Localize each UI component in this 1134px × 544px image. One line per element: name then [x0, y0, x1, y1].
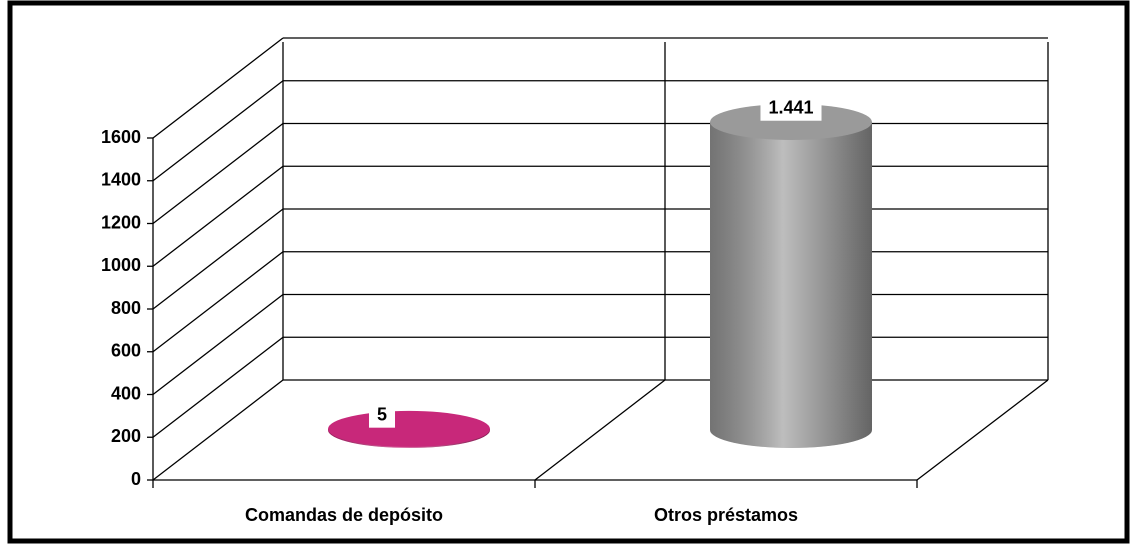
y-tick-label: 800	[111, 298, 141, 318]
y-tick-label: 400	[111, 383, 141, 403]
value-label: 5	[377, 405, 387, 425]
y-tick-label: 1400	[101, 170, 141, 190]
y-tick-label: 200	[111, 426, 141, 446]
cylinder-top	[710, 103, 872, 140]
y-tick-label: 0	[131, 469, 141, 489]
value-label-box	[760, 94, 822, 121]
side-grid-line	[152, 165, 284, 267]
frame	[7, 0, 1130, 544]
y-tick-label: 1000	[101, 255, 141, 275]
side-grid-line	[152, 336, 284, 438]
cylinder	[328, 410, 490, 448]
side-grid-line	[152, 122, 284, 225]
side-grid-line	[152, 251, 284, 353]
side-grid-line	[152, 80, 284, 182]
y-tick-label: 1200	[101, 212, 141, 232]
side-grid-line	[152, 293, 284, 396]
x-tick-label: Comandas de depósito	[245, 505, 443, 525]
y-tick-label: 600	[111, 341, 141, 361]
x-tick-label: Otros préstamos	[654, 505, 798, 525]
side-grid-line	[152, 379, 284, 481]
value-label: 1.441	[768, 98, 813, 118]
walls	[152, 42, 1049, 488]
cylinder-shade	[710, 121, 872, 448]
cylinder-top	[328, 410, 490, 447]
side-grid-line	[152, 208, 284, 310]
side-grid-line	[152, 37, 284, 139]
y-tick-label: 1600	[101, 127, 141, 147]
value-label-box	[368, 401, 396, 428]
cylinder	[710, 103, 872, 448]
